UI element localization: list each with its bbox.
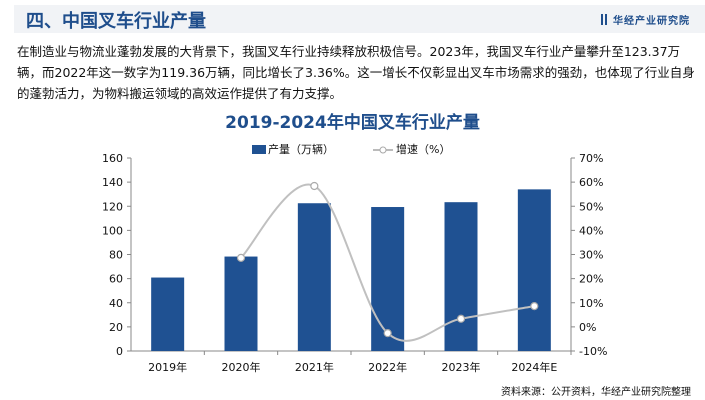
y-tick-label: 20	[109, 321, 123, 334]
growth-point-5	[530, 302, 539, 311]
y2-tick-label: -10%	[579, 345, 607, 358]
legend-line-marker	[379, 146, 387, 154]
y2-tick-label: 20%	[579, 273, 603, 286]
y-tick-label: 60	[109, 273, 123, 286]
y-tick-label: 40	[109, 297, 123, 310]
y-tick-label: 160	[102, 152, 123, 165]
x-tick-label: 2024年E	[511, 360, 557, 374]
growth-point-3	[383, 329, 392, 338]
x-tick-label: 2021年	[295, 360, 334, 374]
x-tick-label: 2023年	[442, 360, 481, 374]
intro-paragraph: 在制造业与物流业蓬勃发展的大背景下，我国叉车行业持续释放积极信号。2023年，我…	[17, 44, 695, 101]
y-tick-label: 140	[102, 176, 123, 189]
growth-line	[240, 183, 535, 342]
y2-tick-label: 60%	[579, 176, 603, 189]
brand-logo: 华经产业研究院	[601, 12, 690, 27]
bar-4	[444, 202, 478, 351]
growth-point-2	[310, 181, 319, 191]
legend-line-label: 增速（%）	[396, 142, 450, 156]
brand-name: 华经产业研究院	[613, 16, 690, 27]
legend-bar-swatch	[252, 145, 266, 154]
bar-2	[297, 203, 331, 351]
page-title: 四、中国叉车行业产量	[26, 11, 206, 32]
y2-tick-label: 40%	[579, 224, 603, 237]
source-note: 资料来源：公开资料，华经产业研究院整理	[501, 387, 691, 398]
bar-0	[151, 277, 185, 351]
header-bar: 四、中国叉车行业产量 华经产业研究院	[14, 5, 705, 33]
y2-tick-label: 50%	[579, 200, 603, 213]
bar-1	[224, 256, 258, 351]
y2-tick-label: 70%	[579, 152, 603, 165]
y2-tick-label: 30%	[579, 249, 603, 262]
x-tick-label: 2019年	[148, 360, 187, 374]
y-tick-label: 120	[102, 200, 123, 213]
y2-tick-label: 10%	[579, 297, 603, 310]
growth-point-4	[456, 314, 466, 323]
brand-icon	[601, 14, 607, 25]
y-tick-label: 100	[102, 224, 123, 237]
x-tick-label: 2022年	[368, 360, 407, 374]
bar-3	[371, 207, 405, 351]
chart-title: 2019-2024年中国叉车行业产量	[225, 113, 480, 133]
growth-point-1	[236, 253, 246, 262]
bar-5	[517, 189, 551, 351]
y-tick-label: 80	[109, 249, 123, 262]
y-tick-label: 0	[116, 345, 123, 358]
legend-bar-label: 产量（万辆）	[268, 142, 334, 156]
y2-tick-label: 0%	[579, 321, 596, 334]
x-tick-label: 2020年	[222, 360, 261, 374]
